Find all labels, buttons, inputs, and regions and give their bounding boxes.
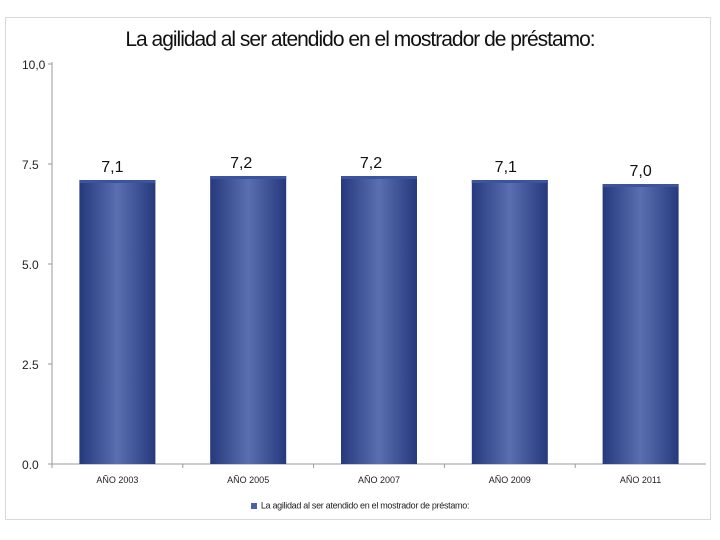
bar-top-edge bbox=[210, 176, 287, 179]
bar-top-edge bbox=[471, 180, 548, 183]
data-label: 7,1 bbox=[101, 159, 123, 176]
bar bbox=[79, 180, 156, 464]
bar bbox=[341, 176, 417, 464]
chart-legend: La agilidad al ser atendido en el mostra… bbox=[0, 500, 720, 511]
data-label: 7,2 bbox=[230, 155, 252, 172]
x-tick-label: AÑO 2003 bbox=[96, 475, 138, 485]
y-tick-label: 0.0 bbox=[22, 458, 39, 472]
data-label: 7,1 bbox=[495, 159, 517, 176]
x-tick-label: AÑO 2005 bbox=[227, 475, 269, 485]
y-tick-label: 5.0 bbox=[22, 258, 39, 272]
bar-top-edge bbox=[341, 176, 417, 179]
data-label: 7,0 bbox=[629, 163, 651, 180]
bar-top-edge bbox=[602, 184, 679, 187]
bar bbox=[210, 176, 287, 464]
y-tick-label: 7.5 bbox=[22, 158, 39, 172]
legend-swatch bbox=[250, 502, 257, 509]
legend-label: La agilidad al ser atendido en el mostra… bbox=[260, 500, 470, 511]
chart-frame bbox=[5, 17, 711, 520]
data-label: 7,2 bbox=[360, 155, 382, 172]
bar bbox=[602, 184, 679, 464]
bar-top-edge bbox=[79, 180, 156, 183]
y-tick-label: 2.5 bbox=[22, 358, 39, 372]
chart-title: La agilidad al ser atendido en el mostra… bbox=[125, 28, 595, 51]
x-tick-label: AÑO 2011 bbox=[620, 475, 661, 485]
bar bbox=[471, 180, 548, 464]
x-tick-label: AÑO 2007 bbox=[358, 475, 400, 485]
x-tick-label: AÑO 2009 bbox=[489, 475, 531, 485]
y-tick-label: 10,0 bbox=[22, 58, 46, 72]
